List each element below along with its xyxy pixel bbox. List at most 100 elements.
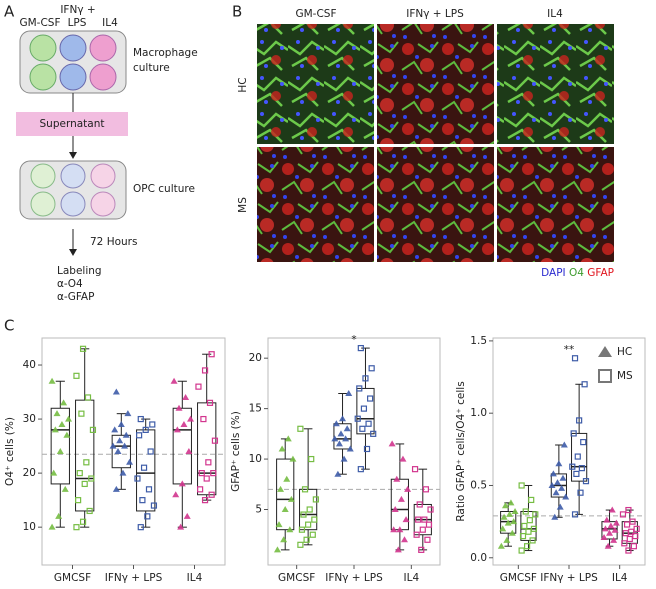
point <box>608 506 616 513</box>
point <box>416 501 423 508</box>
point <box>208 351 215 358</box>
point <box>525 528 532 535</box>
point <box>556 503 564 510</box>
panel-label: B <box>232 3 242 21</box>
column-label: IFNγ + LPS <box>406 8 464 20</box>
point <box>402 516 410 523</box>
point <box>60 399 68 406</box>
point <box>574 453 581 460</box>
x-tick-label: GMCSF <box>278 572 315 584</box>
point <box>147 448 154 455</box>
point <box>286 526 294 533</box>
point <box>506 510 514 517</box>
point <box>625 506 632 514</box>
point <box>312 496 319 503</box>
point <box>109 442 117 449</box>
box-body <box>75 399 95 512</box>
step-label: OPC culture <box>133 183 195 195</box>
step-label: Labeling <box>57 265 102 277</box>
point <box>551 513 559 520</box>
point <box>503 536 511 543</box>
legend-marker <box>598 369 612 383</box>
y-tick-label: 20 <box>249 352 262 364</box>
x-tick-label: IFNγ + LPS <box>105 572 163 584</box>
point <box>149 421 156 428</box>
step-label: α-GFAP <box>57 291 94 303</box>
point <box>558 484 566 491</box>
box-body <box>356 387 375 435</box>
box <box>197 353 217 501</box>
point <box>552 489 560 496</box>
point <box>397 495 405 502</box>
step-label: α-O4 <box>57 278 83 290</box>
point <box>404 485 412 492</box>
y-axis-label: Ratio GFAP⁺ cells/O4⁺ cells <box>455 381 467 521</box>
y-tick-label: 40 <box>23 359 36 371</box>
point <box>53 410 61 417</box>
point <box>201 367 209 374</box>
point <box>368 365 375 372</box>
y-tick-label: 1.0 <box>470 407 487 419</box>
point <box>75 497 82 504</box>
row-label: MS <box>237 197 249 213</box>
point <box>289 455 297 462</box>
point <box>180 420 188 427</box>
point <box>198 470 205 477</box>
point <box>89 426 97 433</box>
point <box>625 547 632 554</box>
box-body <box>50 407 70 485</box>
point <box>354 415 361 422</box>
point <box>343 425 351 432</box>
box <box>136 418 156 528</box>
point <box>394 546 402 553</box>
point <box>112 485 120 492</box>
point <box>78 410 85 417</box>
point <box>549 470 557 477</box>
point <box>560 441 568 448</box>
point <box>73 372 80 379</box>
point <box>619 511 627 518</box>
y-axis-label: GFAP⁺ cells (%) <box>230 411 242 492</box>
point <box>76 470 83 477</box>
point <box>576 417 583 424</box>
point <box>287 495 295 502</box>
point <box>523 543 531 550</box>
point <box>393 475 401 482</box>
point <box>137 415 144 423</box>
step-label: Supernatant <box>40 118 105 130</box>
plate <box>19 30 127 94</box>
box-body <box>390 478 409 531</box>
point <box>63 431 71 438</box>
box-body <box>333 423 352 450</box>
y-tick-label: 15 <box>249 403 262 415</box>
point <box>623 521 631 528</box>
point <box>621 540 628 547</box>
point <box>173 426 181 433</box>
point <box>365 420 372 427</box>
panel-label: A <box>4 3 15 21</box>
point <box>185 448 193 454</box>
point <box>626 535 633 543</box>
point <box>56 448 64 454</box>
point <box>500 513 508 520</box>
point <box>203 475 210 482</box>
point <box>305 521 312 528</box>
point <box>332 420 340 427</box>
point <box>413 531 420 538</box>
y-tick-label: 20 <box>23 467 36 479</box>
point <box>532 511 539 518</box>
point <box>178 480 186 487</box>
point <box>206 399 214 406</box>
point <box>360 405 368 412</box>
point <box>311 516 318 523</box>
point <box>581 381 588 388</box>
point <box>611 526 619 533</box>
point <box>396 526 404 533</box>
point <box>119 469 127 476</box>
point <box>424 536 431 543</box>
point <box>308 455 315 463</box>
point <box>208 491 215 498</box>
point <box>507 499 515 506</box>
point <box>58 420 66 427</box>
stimulus: IL4 <box>102 17 118 29</box>
